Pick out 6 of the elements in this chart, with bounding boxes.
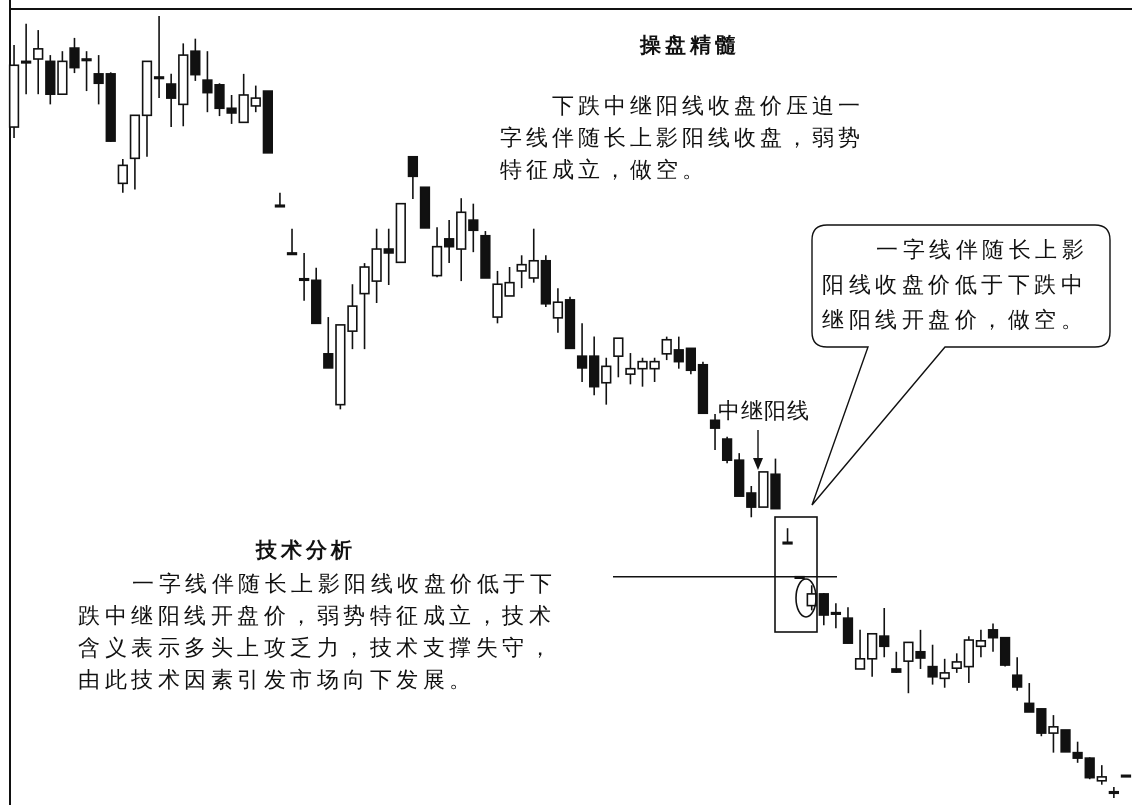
annotation: 操盘精髓 [638, 31, 741, 59]
annotation: 技术分析 [254, 536, 357, 564]
annotation: 一字线伴随长上影阳线收盘价低于下跌中继阳线开盘价，做空。 [822, 236, 1089, 334]
annotation: 下跌中继阳线收盘价压迫一字线伴随长上影阳线收盘，弱势特征成立，做空。 [500, 92, 865, 184]
annotation: 一字线伴随长上影阳线收盘价低于下跌中继阳线开盘价，弱势特征成立，技术含义表示多头上攻乏力，技术支撑失守，由此技术因素引发市场向下发展。 [78, 570, 557, 694]
annotation: 中继阳线 [718, 397, 811, 425]
